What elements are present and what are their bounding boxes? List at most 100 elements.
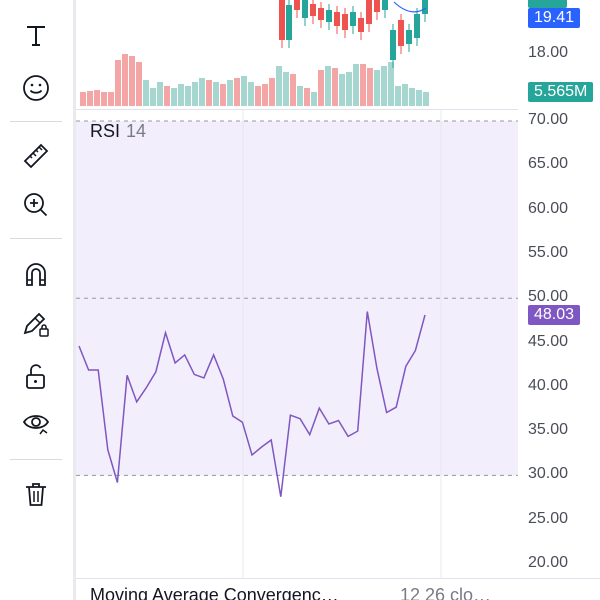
volume-bar bbox=[87, 91, 93, 106]
moving-average-line bbox=[393, 1, 427, 13]
zoom-in-tool-button[interactable] bbox=[18, 187, 54, 223]
volume-bar bbox=[388, 62, 394, 106]
partial-price-badge bbox=[528, 0, 567, 8]
volume-bar bbox=[220, 84, 226, 106]
price-axis[interactable]: 19.41 18.00 5.565M 70.00 65.00 60.00 55.00 5… bbox=[518, 0, 600, 600]
toolbar-border bbox=[73, 0, 76, 600]
volume-bar bbox=[164, 86, 170, 106]
volume-bar bbox=[241, 76, 247, 106]
candle-body bbox=[279, 0, 285, 40]
volume-bar bbox=[297, 86, 303, 106]
volume-bar bbox=[409, 88, 415, 106]
rsi-axis-tick: 35.00 bbox=[528, 421, 569, 439]
volume-bar bbox=[122, 54, 128, 106]
trash-icon bbox=[26, 483, 46, 506]
volume-bar bbox=[157, 82, 163, 106]
volume-bar bbox=[318, 70, 324, 106]
emoji-tool-button[interactable] bbox=[18, 70, 54, 106]
volume-bar bbox=[346, 72, 352, 106]
volume-bar bbox=[283, 72, 289, 106]
rsi-chart bbox=[76, 110, 518, 580]
rsi-axis-tick: 40.00 bbox=[528, 376, 569, 394]
candle-body bbox=[326, 10, 332, 22]
volume-bar bbox=[185, 86, 191, 106]
volume-bar bbox=[374, 70, 380, 106]
price-chart bbox=[76, 0, 518, 110]
delete-tool-button[interactable] bbox=[18, 476, 54, 512]
rsi-axis-tick: 45.00 bbox=[528, 332, 569, 350]
price-level-label: 18.00 bbox=[528, 44, 569, 61]
toolbar-divider bbox=[10, 459, 62, 460]
volume-bar bbox=[367, 68, 373, 106]
volume-bar bbox=[416, 90, 422, 106]
rsi-axis-tick: 50.00 bbox=[528, 288, 569, 306]
volume-bar bbox=[290, 74, 296, 106]
rsi-pane[interactable] bbox=[76, 110, 518, 580]
candle-body bbox=[350, 12, 356, 26]
candle-body bbox=[318, 8, 324, 20]
pencil-lock-icon bbox=[23, 312, 49, 337]
drawing-toolbar bbox=[0, 0, 72, 600]
rsi-axis-tick: 25.00 bbox=[528, 509, 569, 527]
volume-bar bbox=[171, 88, 177, 106]
price-pane[interactable] bbox=[76, 0, 518, 110]
rsi-axis-tick: 70.00 bbox=[528, 111, 569, 128]
volume-bar bbox=[101, 92, 107, 106]
volume-bar bbox=[339, 74, 345, 106]
draw-lock-tool-button[interactable] bbox=[18, 306, 54, 342]
volume-bar bbox=[381, 66, 387, 106]
toolbar-divider bbox=[10, 238, 62, 239]
volume-bar bbox=[325, 66, 331, 106]
volume-bar bbox=[423, 92, 429, 106]
volume-bar bbox=[360, 64, 366, 106]
unlock-icon bbox=[26, 364, 45, 389]
ruler-icon bbox=[23, 143, 49, 169]
candle-body bbox=[422, 0, 428, 14]
volume-bar bbox=[192, 82, 198, 106]
candle-body bbox=[406, 30, 412, 44]
candle-body bbox=[414, 14, 420, 38]
text-icon bbox=[27, 26, 45, 46]
rsi-axis-tick: 60.00 bbox=[528, 199, 569, 217]
rsi-axis-tick: 30.00 bbox=[528, 465, 569, 483]
volume-bar bbox=[129, 56, 135, 106]
volume-bar bbox=[269, 78, 275, 106]
magnet-icon bbox=[26, 263, 46, 286]
price-badge: 19.41 bbox=[528, 8, 581, 28]
rsi-axis-tick: 55.00 bbox=[528, 243, 569, 261]
volume-bar bbox=[94, 90, 100, 106]
volume-bar bbox=[353, 64, 359, 106]
candle-body bbox=[310, 4, 316, 16]
eye-icon bbox=[22, 415, 50, 435]
candle-body bbox=[358, 18, 364, 32]
volume-bar bbox=[276, 66, 282, 106]
macd-pane-header[interactable]: Moving Average Convergenc… 12 26 clo… bbox=[76, 578, 600, 600]
candle-body bbox=[398, 20, 404, 46]
lock-tool-button[interactable] bbox=[18, 358, 54, 394]
rsi-line bbox=[78, 311, 426, 497]
candle-body bbox=[294, 0, 300, 10]
rsi-legend[interactable]: RSI 14 bbox=[90, 121, 146, 142]
rsi-axis-tick: 20.00 bbox=[528, 554, 569, 571]
candle-body bbox=[374, 0, 380, 12]
volume-bar bbox=[248, 82, 254, 106]
volume-badge: 5.565M bbox=[528, 82, 594, 102]
text-tool-button[interactable] bbox=[18, 18, 54, 54]
visibility-tool-button[interactable] bbox=[18, 405, 54, 441]
ruler-tool-button[interactable] bbox=[18, 138, 54, 174]
volume-bar bbox=[255, 86, 261, 106]
candle-body bbox=[342, 14, 348, 30]
rsi-name: RSI bbox=[90, 121, 121, 141]
toolbar-divider bbox=[10, 121, 62, 122]
volume-bar bbox=[262, 84, 268, 106]
volume-bar bbox=[213, 82, 219, 106]
volume-bar bbox=[115, 60, 121, 106]
volume-bar bbox=[234, 78, 240, 106]
volume-bar bbox=[108, 92, 114, 106]
volume-bar bbox=[199, 78, 205, 106]
volume-bar bbox=[136, 62, 142, 106]
volume-bar bbox=[143, 80, 149, 106]
volume-bar bbox=[395, 86, 401, 106]
magnet-tool-button[interactable] bbox=[18, 256, 54, 292]
volume-bar bbox=[227, 80, 233, 106]
